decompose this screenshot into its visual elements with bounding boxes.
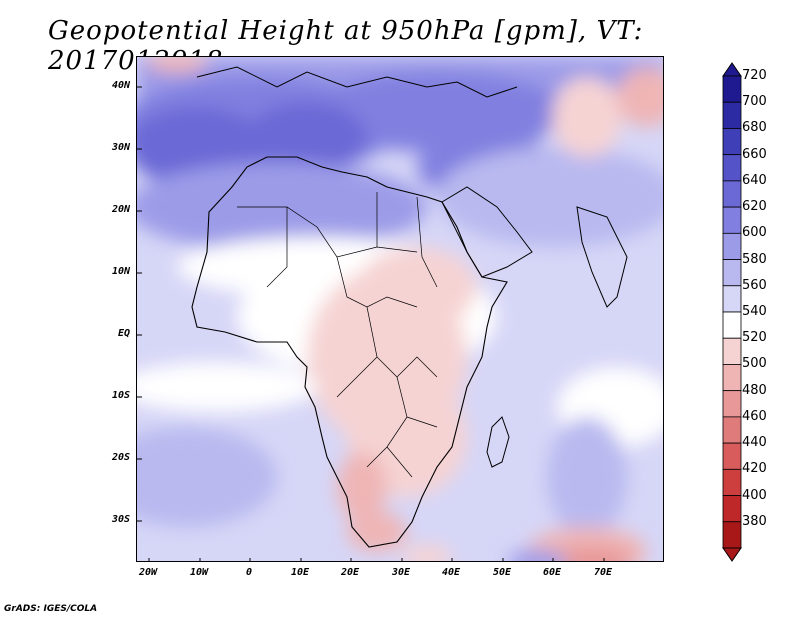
colorbar-cell [722, 442, 742, 470]
lon-label: 10W [189, 567, 209, 578]
colorbar-level-label: 720 [742, 68, 767, 83]
colorbar-max-arrow [722, 62, 742, 77]
colorbar-cell [722, 232, 742, 260]
colorbar-min-arrow [722, 547, 742, 562]
colorbar [722, 62, 742, 562]
lon-label: 40E [441, 567, 461, 578]
colorbar-level-label: 520 [742, 330, 767, 346]
lon-label: 60E [542, 567, 562, 578]
colorbar-cell [722, 101, 742, 129]
colorbar-level-label: 560 [742, 277, 767, 293]
lon-label: 20W [138, 567, 158, 578]
lat-label: 10S [111, 390, 130, 401]
colorbar-cell [722, 154, 742, 182]
lat-label: 40N [111, 80, 130, 91]
colorbar-cell [722, 416, 742, 444]
colorbar-level-label: 420 [742, 461, 767, 477]
colorbar-level-label: 400 [742, 487, 767, 503]
colorbar-cell [722, 206, 742, 234]
map-panel [136, 56, 664, 562]
lat-label: 30S [111, 514, 130, 525]
map-canvas [137, 57, 663, 561]
colorbar-level-label: 700 [742, 94, 767, 110]
colorbar-cell [722, 495, 742, 523]
india-outline [576, 206, 628, 308]
colorbar-level-label: 440 [742, 435, 767, 451]
colorbar-level-label: 680 [742, 120, 767, 136]
colorbar-level-label: 640 [742, 172, 767, 188]
colorbar-level-label: 500 [742, 356, 767, 372]
lat-label: 20N [111, 204, 130, 215]
colorbar-cell [722, 259, 742, 287]
africa-coastline [191, 156, 508, 548]
lon-label: 70E [593, 567, 613, 578]
lon-label: 20E [340, 567, 360, 578]
lon-label: 0 [245, 567, 253, 578]
colorbar-level-label: 480 [742, 382, 767, 398]
lon-label: 10E [290, 567, 310, 578]
colorbar-level-label: 600 [742, 225, 767, 241]
lon-label: 30E [391, 567, 411, 578]
colorbar-level-label: 580 [742, 251, 767, 267]
colorbar-cell [722, 128, 742, 156]
colorbar-cell [722, 390, 742, 418]
colorbar-level-label: 660 [742, 146, 767, 162]
colorbar-cell [722, 337, 742, 365]
colorbar-cell [722, 285, 742, 313]
frame-ticks [137, 86, 605, 561]
madagascar-outline [486, 416, 510, 468]
europe-coastline [196, 66, 518, 98]
colorbar-level-label: 380 [742, 513, 767, 529]
lat-label: 20S [111, 452, 130, 463]
colorbar-cell [722, 311, 742, 339]
colorbar-level-label: 540 [742, 304, 767, 319]
colorbar-cell [722, 468, 742, 496]
lat-label: EQ [117, 328, 130, 339]
lat-label: 10N [111, 266, 130, 277]
colorbar-cell [722, 75, 742, 103]
footer-credit: GrADS: IGES/COLA [4, 604, 98, 614]
colorbar-cell [722, 521, 742, 549]
country-borders [237, 192, 438, 478]
height-field-contours [137, 57, 663, 561]
arabia-outline [441, 186, 533, 278]
lon-label: 50E [492, 567, 512, 578]
colorbar-level-label: 620 [742, 199, 767, 215]
colorbar-cell [722, 364, 742, 392]
colorbar-level-label: 460 [742, 408, 767, 424]
colorbar-cell [722, 180, 742, 208]
lat-label: 30N [111, 142, 130, 153]
